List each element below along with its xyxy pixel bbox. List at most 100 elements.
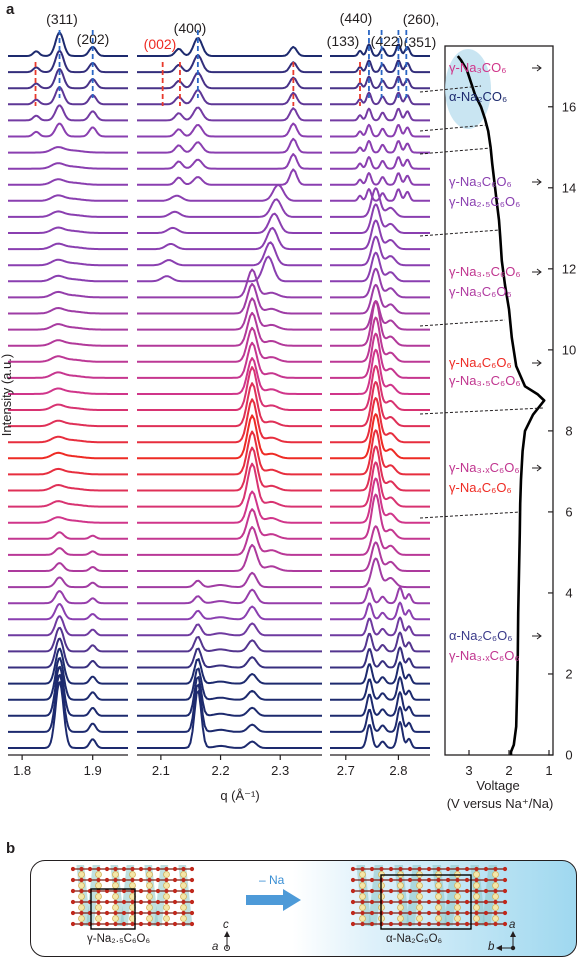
xrd-pattern-line — [330, 706, 430, 733]
oxygen-atom — [147, 921, 152, 927]
oxygen-atom — [147, 899, 152, 905]
xrd-pattern-line — [137, 414, 322, 460]
sodium-atom — [492, 882, 499, 889]
peak-label: (260), — [403, 11, 440, 27]
xrd-pattern-line — [8, 290, 128, 299]
oxygen-atom — [360, 921, 365, 927]
sodium-atom — [112, 882, 119, 889]
oxygen-atom — [407, 910, 413, 916]
sodium-atom — [473, 882, 480, 889]
oxygen-atom — [79, 877, 84, 883]
oxygen-atom — [474, 921, 479, 927]
phase-arrow-head — [536, 464, 542, 472]
sodium-atom — [78, 882, 85, 889]
oxygen-atom — [172, 877, 178, 883]
oxygen-atom — [445, 888, 451, 894]
voltage-y-tick-label: 4 — [565, 585, 572, 600]
oxygen-atom — [189, 910, 195, 916]
sodium-atom — [397, 893, 404, 900]
xrd-pattern-line — [330, 676, 430, 701]
xrd-pattern-line — [137, 526, 322, 556]
oxygen-atom — [181, 866, 186, 872]
phase-label: γ-Na₃.ₓC₆O₆ — [449, 648, 520, 663]
oxygen-atom — [493, 921, 498, 927]
oxygen-atom — [96, 888, 101, 894]
peak-label: (133) — [327, 33, 360, 49]
oxygen-atom — [379, 866, 384, 872]
phase-label: γ-Na₄C₆O₆ — [449, 355, 512, 370]
xrd-pattern-line — [137, 366, 322, 411]
oxygen-atom — [104, 888, 110, 894]
xrd-pattern-line — [137, 54, 322, 74]
xrd-pattern-line — [137, 89, 322, 106]
sodium-atom — [416, 893, 423, 900]
oxygen-atom — [483, 866, 489, 872]
oxygen-atom — [360, 877, 365, 883]
xrd-pattern-line — [330, 300, 430, 347]
xrd-patterns: (311)(202)(400)(002)(440)(133)(422)(260)… — [8, 10, 440, 749]
oxygen-atom — [121, 910, 127, 916]
xrd-pattern-line — [330, 91, 430, 106]
unit-cell-box — [90, 888, 136, 930]
sodium-atom — [180, 904, 187, 911]
voltage-y-tick-label: 14 — [562, 180, 576, 195]
oxygen-atom — [350, 899, 356, 905]
peak-label: (002) — [144, 36, 177, 52]
phase-label: γ-Na₃C₆O₆ — [449, 284, 512, 299]
unit-cell-box — [380, 874, 472, 930]
sodium-atom — [473, 904, 480, 911]
xrd-pattern-line — [8, 226, 128, 234]
oxygen-atom — [130, 866, 135, 872]
oxygen-atom — [445, 899, 451, 905]
panel-a-letter: a — [6, 1, 15, 18]
oxygen-atom — [455, 877, 460, 883]
oxygen-atom — [181, 910, 186, 916]
sodium-atom — [146, 893, 153, 900]
peak-label: (440) — [340, 10, 373, 26]
oxygen-atom — [464, 910, 470, 916]
xrd-x-tick-label: 1.9 — [84, 763, 102, 778]
oxygen-atom — [164, 866, 169, 872]
sodium-atom — [112, 904, 119, 911]
xrd-pattern-line — [8, 86, 128, 106]
oxygen-atom — [189, 899, 195, 905]
phase-label: γ-Na₃C₆O₆ — [449, 174, 512, 189]
xrd-pattern-line — [8, 146, 128, 154]
xrd-pattern-line — [8, 403, 128, 411]
xrd-pattern-line — [8, 590, 128, 605]
right-axis-horizontal-label: b — [488, 941, 495, 953]
oxygen-atom — [155, 866, 161, 872]
sodium-atom — [95, 871, 102, 878]
xrd-pattern-line — [330, 691, 430, 717]
oxygen-atom — [147, 877, 152, 883]
oxygen-atom — [147, 888, 152, 894]
oxygen-atom — [474, 888, 479, 894]
xrd-pattern-line — [137, 636, 322, 653]
xrd-pattern-line — [8, 387, 128, 395]
xrd-pattern-line — [8, 673, 128, 733]
oxygen-atom — [417, 877, 422, 883]
xrd-pattern-line — [330, 721, 430, 749]
xrd-pattern-line — [8, 576, 128, 589]
oxygen-atom — [360, 888, 365, 894]
xrd-pattern-line — [8, 339, 128, 347]
sodium-atom — [180, 871, 187, 878]
oxygen-atom — [474, 899, 479, 905]
oxygen-atom — [369, 921, 375, 927]
oxygen-atom — [113, 877, 118, 883]
voltage-profile: 3 2 10 2 4 6 8 10 12 14 16 γ-Na₃CO₆ α-Na₂CO₆ γ-Na₃C₆O… — [419, 45, 576, 778]
xrd-pattern-line — [8, 355, 128, 363]
voltage-y-tick-label: 8 — [565, 423, 572, 438]
right-structure-caption: α-Na₂C₆O₆ — [386, 933, 443, 945]
oxygen-atom — [436, 888, 441, 894]
xrd-pattern-line — [8, 258, 128, 267]
oxygen-atom — [426, 921, 432, 927]
oxygen-atom — [464, 899, 470, 905]
xrd-pattern-line — [330, 219, 430, 251]
oxygen-atom — [164, 877, 169, 883]
oxygen-atom — [189, 888, 195, 894]
xrd-pattern-line — [330, 477, 430, 524]
phase-arrow-head — [536, 64, 542, 72]
xrd-x-tick-label: 1.8 — [13, 763, 31, 778]
